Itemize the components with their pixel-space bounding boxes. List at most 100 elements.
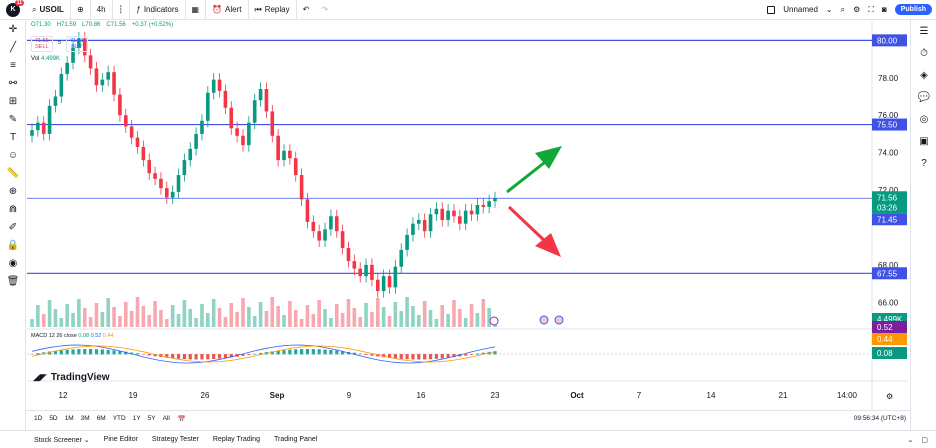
user-avatar[interactable]: K 11 xyxy=(6,0,24,17)
crosshair-icon[interactable]: ✛ xyxy=(8,23,18,35)
candle-body xyxy=(176,175,181,192)
text-icon[interactable]: T xyxy=(9,131,17,143)
bullish-arrow-shaft[interactable] xyxy=(506,157,550,194)
date-range-icon[interactable]: 📅 xyxy=(177,415,186,423)
panel-tab-replay-trading[interactable]: Replay Trading xyxy=(212,436,260,443)
candle-body xyxy=(41,122,46,134)
macd-histogram-bar xyxy=(141,354,145,355)
range-3m[interactable]: 3M xyxy=(80,415,90,422)
range-all[interactable]: All xyxy=(162,415,170,422)
macd-histogram-bar xyxy=(475,353,480,355)
candle-body xyxy=(47,105,52,134)
help-icon[interactable]: ? xyxy=(921,157,927,169)
alert-button[interactable]: ⏰ Alert xyxy=(206,0,249,20)
fullscreen-icon[interactable]: ⛶ xyxy=(868,4,874,14)
panel-tab-pine-editor[interactable]: Pine Editor xyxy=(103,436,138,443)
buy-button[interactable]: 71.61 BUY xyxy=(66,36,88,52)
alerts-clock-icon[interactable]: ⏱ xyxy=(920,47,928,59)
settings-icon[interactable]: ⚙ xyxy=(853,5,861,14)
range-1m[interactable]: 1M xyxy=(64,415,74,422)
range-6m[interactable]: 6M xyxy=(96,415,106,422)
quick-search-icon[interactable]: ⌕ xyxy=(840,4,846,14)
interval-button[interactable]: 4h xyxy=(91,0,113,20)
range-1y[interactable]: 1Y xyxy=(132,415,141,422)
symbol-search-button[interactable]: ⌕ USOIL xyxy=(26,0,71,20)
templates-button[interactable]: ▦ xyxy=(186,0,207,20)
time-tick-label: 9 xyxy=(347,391,352,400)
bearish-arrow-head[interactable] xyxy=(535,233,561,257)
watchlist-icon[interactable]: ☰ xyxy=(919,25,929,37)
chat-icon[interactable]: 💬 xyxy=(917,91,931,103)
zoom-icon[interactable]: ⊕ xyxy=(8,185,18,197)
panel-tab-strategy-tester[interactable]: Strategy Tester xyxy=(151,436,199,443)
magnet-icon[interactable]: ⋒ xyxy=(8,203,18,215)
volume-bar xyxy=(129,311,134,327)
volume-bar xyxy=(188,309,193,327)
fib-icon[interactable]: ≡ xyxy=(10,59,16,71)
macd-histogram-bar xyxy=(71,349,75,355)
macd-histogram-bar xyxy=(446,354,450,358)
range-ytd[interactable]: YTD xyxy=(112,415,126,422)
axis-settings-icon[interactable]: ⚙ xyxy=(886,392,893,401)
chart-type-button[interactable]: ┆ xyxy=(113,0,131,20)
macd-histogram-bar xyxy=(194,354,198,360)
candle-body xyxy=(364,264,368,277)
candle-body xyxy=(235,128,239,136)
volume-bar xyxy=(217,308,222,327)
range-5d[interactable]: 5D xyxy=(49,415,58,422)
candle-body xyxy=(493,198,497,202)
compare-button[interactable]: ⊕ xyxy=(71,0,91,20)
volume-bar xyxy=(106,298,110,327)
legend-close: C71.56 xyxy=(106,22,126,28)
pattern-icon[interactable]: ⚯ xyxy=(8,77,18,89)
lock-icon[interactable]: 🔒 xyxy=(6,239,20,251)
panel-tab-stock-screener[interactable]: Stock Screener ⌄ xyxy=(34,436,90,444)
panel-tab-trading-panel[interactable]: Trading Panel xyxy=(273,436,318,443)
candle-body xyxy=(112,72,116,95)
volume-bar xyxy=(288,301,292,327)
event-icon[interactable] xyxy=(489,316,499,326)
eye-icon[interactable]: ◉ xyxy=(8,257,18,269)
replay-button[interactable]: ⏮ Replay xyxy=(249,0,297,20)
layers-icon[interactable]: ◈ xyxy=(920,69,928,81)
indicators-button[interactable]: ƒ Indicators xyxy=(130,0,186,20)
ruler-icon[interactable]: 📏 xyxy=(6,167,20,179)
publish-button[interactable]: Publish xyxy=(894,4,932,15)
lock-draw-icon[interactable]: ✐ xyxy=(8,221,18,233)
candle-body xyxy=(100,79,105,86)
maximize-icon[interactable]: ▢ xyxy=(921,436,928,444)
volume-bar xyxy=(153,301,157,327)
tradingview-logo[interactable]: ◢◤ TradingView xyxy=(33,372,110,383)
macd-histogram-bar xyxy=(341,351,345,355)
calendar-icon[interactable]: ▣ xyxy=(919,135,929,147)
ideas-icon[interactable]: ◎ xyxy=(919,113,929,125)
clock[interactable]: 09:56:34 (UTC+8) xyxy=(853,415,906,422)
macd-histogram-bar xyxy=(294,349,298,355)
bullish-arrow-head[interactable] xyxy=(535,146,562,169)
projection-icon[interactable]: ⊞ xyxy=(8,95,18,107)
price-chart[interactable]: 78.00 76.00 74.00 72.00 68.00 66.00 80.00 75.50… xyxy=(27,21,907,410)
flag-event-icon[interactable] xyxy=(554,315,564,325)
brush-icon[interactable]: ✎ xyxy=(8,113,18,125)
sell-button[interactable]: 71.55 SELL xyxy=(31,36,53,52)
chevron-down-icon[interactable]: ⌄ xyxy=(825,5,833,14)
range-1d[interactable]: 1D xyxy=(34,415,43,422)
candle-body xyxy=(375,279,380,292)
trash-icon[interactable]: 🗑 xyxy=(6,275,20,287)
camera-icon[interactable]: ◙ xyxy=(881,5,887,14)
undo-button[interactable]: ↶ xyxy=(297,0,316,20)
volume-bar xyxy=(364,303,368,327)
emoji-icon[interactable]: ☺ xyxy=(7,149,19,161)
macd-histogram-bar xyxy=(481,352,485,355)
redo-button[interactable]: ↷ xyxy=(315,0,334,20)
candle-body xyxy=(159,178,163,189)
layout-checkbox-icon[interactable] xyxy=(767,5,776,14)
collapse-icon[interactable]: ⌄ xyxy=(907,436,914,444)
trendline-icon[interactable]: ╱ xyxy=(9,41,17,53)
range-5y[interactable]: 5Y xyxy=(147,415,156,422)
macd-histogram-bar xyxy=(176,354,181,359)
volume-bar xyxy=(387,316,392,327)
flag-event-icon[interactable] xyxy=(539,315,549,325)
layout-name[interactable]: Unnamed xyxy=(783,5,818,14)
bearish-arrow-shaft[interactable] xyxy=(507,205,549,245)
